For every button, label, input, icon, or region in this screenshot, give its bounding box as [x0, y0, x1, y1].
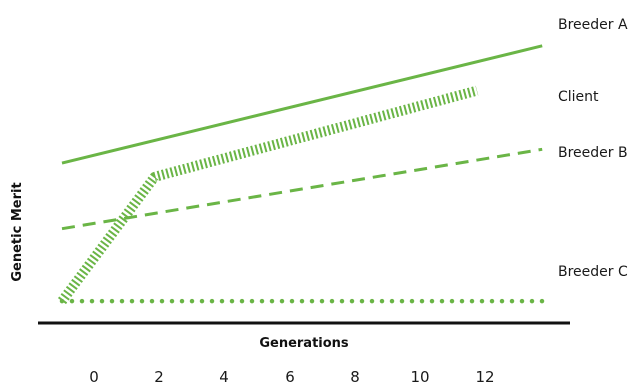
- x-tick-label-12: 12: [475, 368, 494, 383]
- series-layer: [57, 44, 545, 305]
- series-line-breeder-a: [61, 44, 543, 165]
- x-tick-label-4: 4: [219, 368, 229, 383]
- x-tick-label-2: 2: [154, 368, 164, 383]
- series-label-layer: Breeder A Client Breeder B Breeder C: [558, 17, 628, 280]
- x-tick-label-8: 8: [350, 368, 360, 383]
- series-label-breeder-c: Breeder C: [558, 264, 628, 280]
- x-tick-labels: 0 2 4 6 8 10 12: [89, 368, 494, 383]
- x-axis-title: Generations: [259, 336, 349, 351]
- series-label-breeder-a: Breeder A: [558, 17, 628, 33]
- series-line-breeder-b: [61, 147, 543, 231]
- series-label-client: Client: [558, 89, 599, 105]
- y-axis-title: Genetic Merit: [10, 182, 25, 281]
- x-tick-label-10: 10: [410, 368, 429, 383]
- series-label-breeder-b: Breeder B: [558, 145, 628, 161]
- x-tick-label-6: 6: [285, 368, 295, 383]
- series-line-client: [57, 85, 479, 305]
- x-tick-label-0: 0: [89, 368, 99, 383]
